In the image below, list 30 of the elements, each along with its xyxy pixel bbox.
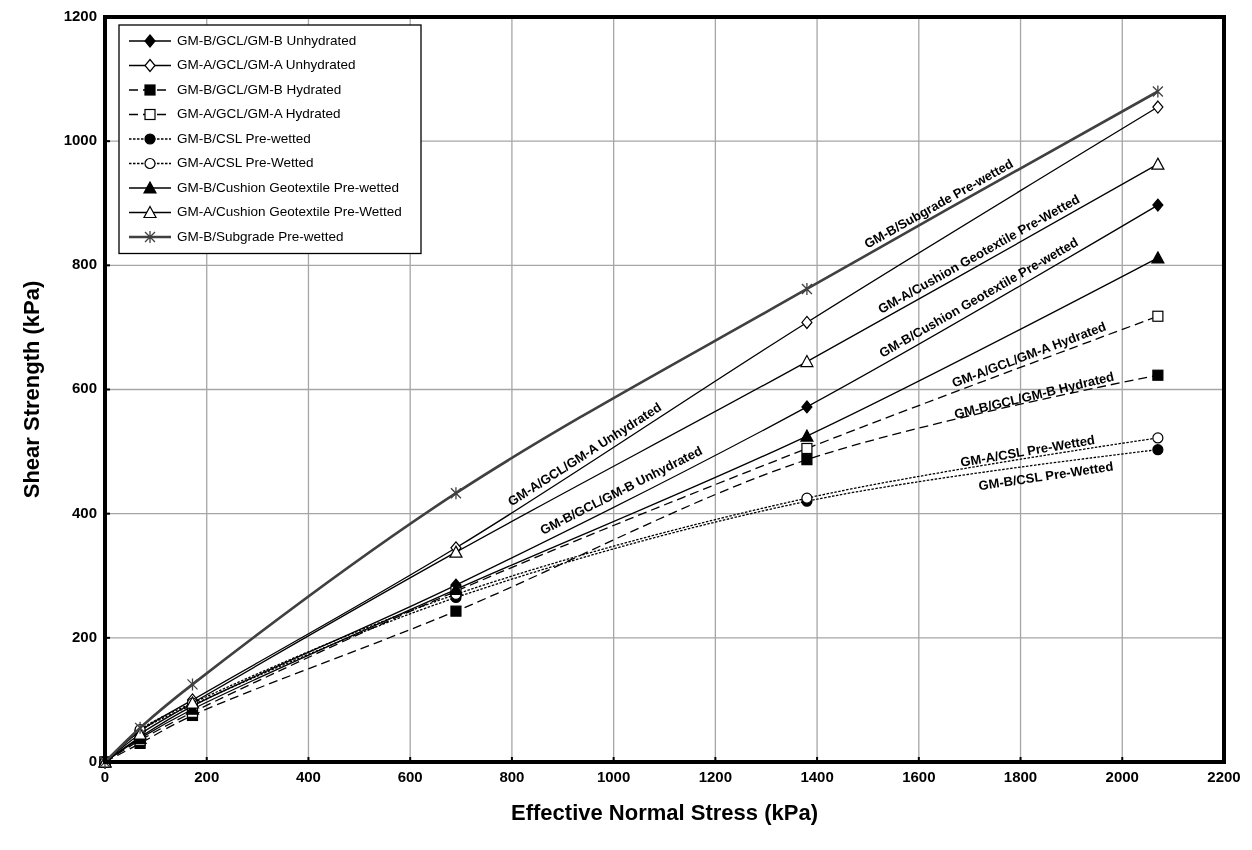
- legend-label: GM-A/Cushion Geotextile Pre-Wetted: [177, 204, 402, 220]
- x-tick-label: 1800: [1003, 768, 1038, 785]
- x-tick-label: 600: [397, 768, 423, 785]
- x-tick-label: 400: [295, 768, 321, 785]
- legend-label: GM-B/Cushion Geotextile Pre-wetted: [177, 179, 400, 195]
- legend-label: GM-A/GCL/GM-A Unhydrated: [177, 57, 356, 73]
- y-axis-title: Shear Strength (kPa): [19, 280, 44, 499]
- x-tick-label: 1400: [800, 768, 834, 785]
- x-axis-title: Effective Normal Stress (kPa): [511, 800, 818, 825]
- x-tick-label: 200: [194, 768, 220, 785]
- y-tick-label: 0: [88, 751, 97, 769]
- legend-label: GM-B/CSL Pre-wetted: [177, 130, 311, 146]
- x-tick-label: 2000: [1105, 768, 1139, 785]
- y-tick-label: 600: [71, 379, 97, 397]
- legend-label: GM-A/CSL Pre-Wetted: [177, 155, 314, 171]
- x-tick-label: 0: [100, 768, 110, 785]
- y-tick-label: 200: [71, 627, 97, 645]
- legend-label: GM-B/GCL/GM-B Unhydrated: [177, 32, 357, 48]
- y-tick-label: 800: [71, 255, 97, 273]
- x-tick-label: 1600: [902, 768, 936, 785]
- x-tick-label: 2200: [1207, 768, 1241, 785]
- legend-label: GM-B/GCL/GM-B Hydrated: [177, 81, 342, 97]
- y-tick-label: 1200: [63, 6, 97, 24]
- x-tick-label: 1000: [596, 768, 631, 785]
- y-tick-label: 400: [71, 503, 97, 521]
- legend-label: GM-A/GCL/GM-A Hydrated: [177, 106, 341, 122]
- x-tick-label: 800: [499, 768, 525, 785]
- legend-label: GM-B/Subgrade Pre-wetted: [177, 228, 344, 244]
- x-tick-label: 1200: [698, 768, 733, 785]
- y-tick-label: 1000: [63, 131, 97, 149]
